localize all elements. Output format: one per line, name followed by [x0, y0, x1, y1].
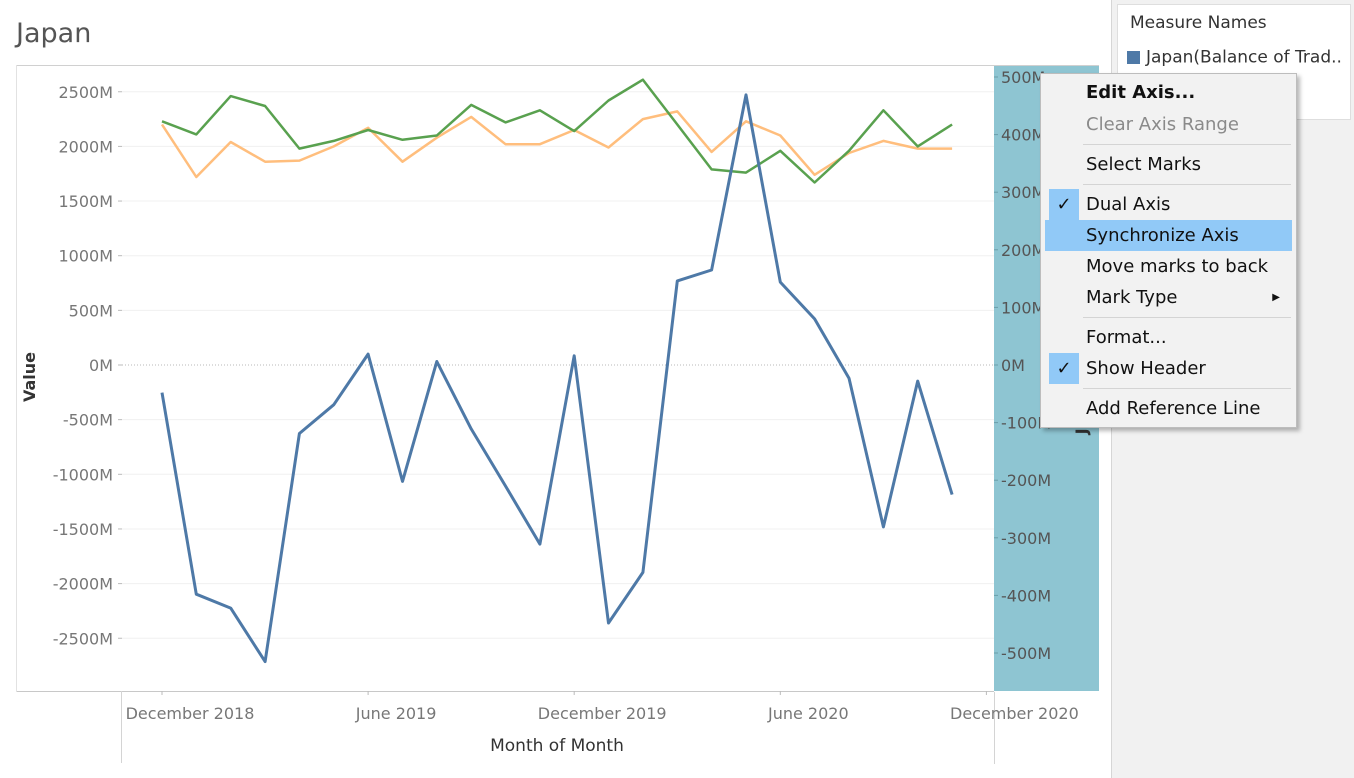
menu-item-label: Synchronize Axis [1086, 225, 1239, 246]
pane-left-border [16, 65, 17, 692]
x-tick-label: December 2020 [950, 704, 1079, 723]
x-tick-label: December 2018 [126, 704, 255, 723]
y2-tick-label: 0M [1001, 356, 1025, 375]
y2-tick-label: -100M [1001, 414, 1051, 433]
y-tick-label: 1000M [58, 247, 113, 266]
series-line-imports[interactable] [160, 110, 953, 179]
y-tick-label: 0M [89, 356, 113, 375]
menu-item-label: Dual Axis [1086, 194, 1171, 215]
y-tick-label: 500M [69, 301, 113, 320]
menu-item-select-marks[interactable]: Select Marks [1045, 149, 1292, 180]
x-axis-title: Month of Month [490, 736, 624, 756]
series-line-exports[interactable] [161, 78, 953, 184]
legend-item[interactable]: Japan(Balance of Trad.. [1127, 47, 1351, 71]
menu-item-label: Edit Axis... [1086, 82, 1196, 103]
menu-item-label: Format... [1086, 327, 1167, 348]
y2-tick-label: 400M [1001, 126, 1045, 145]
menu-item-label: Mark Type [1086, 287, 1178, 308]
menu-item-show-header[interactable]: ✓ Show Header [1045, 353, 1292, 384]
x-axis-left-divider [121, 691, 122, 763]
y2-tick-label: -400M [1001, 586, 1051, 605]
sheet-title: Japan [16, 18, 92, 49]
y-axis-title: Value [20, 352, 39, 402]
x-axis-line [16, 691, 994, 692]
gridlines [122, 91, 994, 639]
menu-separator [1083, 317, 1291, 318]
y2-tick-label: 200M [1001, 241, 1045, 260]
menu-item-label: Select Marks [1086, 154, 1202, 175]
menu-separator [1083, 144, 1291, 145]
legend-swatch [1127, 51, 1140, 64]
series-layer[interactable] [160, 78, 954, 664]
y-tick-label: -1500M [53, 520, 113, 539]
x-axis[interactable]: December 2018 June 2019 December 2019 June … [126, 691, 1079, 723]
y-tick-label: 2500M [58, 83, 113, 102]
checkmark-icon: ✓ [1049, 353, 1079, 384]
chart-area[interactable]: 2500M 2000M 1500M 1000M 500M 0M -500M -1000M -15… [0, 0, 1110, 778]
y2-tick-label: -500M [1001, 644, 1051, 663]
x-tick-label: December 2019 [538, 704, 667, 723]
y-tick-label: 1500M [58, 192, 113, 211]
legend-title: Measure Names [1130, 13, 1267, 33]
menu-item-edit-axis[interactable]: Edit Axis... [1045, 77, 1292, 108]
x-tick-label: June 2020 [767, 704, 849, 723]
y-tick-label: -500M [63, 411, 113, 430]
series-line-japan-balance-of-trade-[interactable] [160, 93, 954, 664]
submenu-arrow-icon: ▶ [1272, 292, 1280, 303]
y2-tick-label: 500M [1001, 68, 1045, 87]
axis-context-menu[interactable]: Edit Axis... Clear Axis Range Select Mar… [1040, 73, 1297, 428]
y2-tick-label: -300M [1001, 529, 1051, 548]
menu-item-label: Add Reference Line [1086, 398, 1261, 419]
menu-item-label: Move marks to back [1086, 256, 1269, 277]
menu-separator [1083, 388, 1291, 389]
plot-pane [16, 65, 1099, 764]
menu-item-dual-axis[interactable]: ✓ Dual Axis [1045, 189, 1292, 220]
y-tick-label: -2500M [53, 629, 113, 648]
menu-separator [1083, 184, 1291, 185]
x-tick-label: June 2019 [355, 704, 437, 723]
menu-item-add-reference-line[interactable]: Add Reference Line [1045, 393, 1292, 424]
y2-tick-label: 100M [1001, 298, 1045, 317]
menu-item-clear-axis-range: Clear Axis Range [1045, 109, 1292, 140]
y2-tick-label: -200M [1001, 471, 1051, 490]
menu-item-format[interactable]: Format... [1045, 322, 1292, 353]
menu-item-mark-type[interactable]: Mark Type ▶ [1045, 282, 1292, 313]
checkmark-icon: ✓ [1049, 189, 1079, 220]
y-tick-label: 2000M [58, 137, 113, 156]
right-axis[interactable]: 500M 400M 300M 200M 100M 0M -100M -200M -300M -40… [994, 68, 1051, 663]
menu-item-label: Clear Axis Range [1086, 114, 1239, 135]
y-tick-label: -2000M [53, 575, 113, 594]
left-axis[interactable]: 2500M 2000M 1500M 1000M 500M 0M -500M -1000M -15… [53, 83, 122, 649]
legend-item-label: Japan(Balance of Trad.. [1146, 47, 1342, 68]
x-axis-right-divider [994, 692, 995, 764]
y2-tick-label: 300M [1001, 183, 1045, 202]
y-tick-label: -1000M [53, 465, 113, 484]
menu-item-move-marks-to-back[interactable]: Move marks to back [1045, 251, 1292, 282]
menu-item-label: Show Header [1086, 358, 1206, 379]
menu-item-synchronize-axis[interactable]: Synchronize Axis [1045, 220, 1292, 251]
pane-top-border [16, 65, 1099, 66]
